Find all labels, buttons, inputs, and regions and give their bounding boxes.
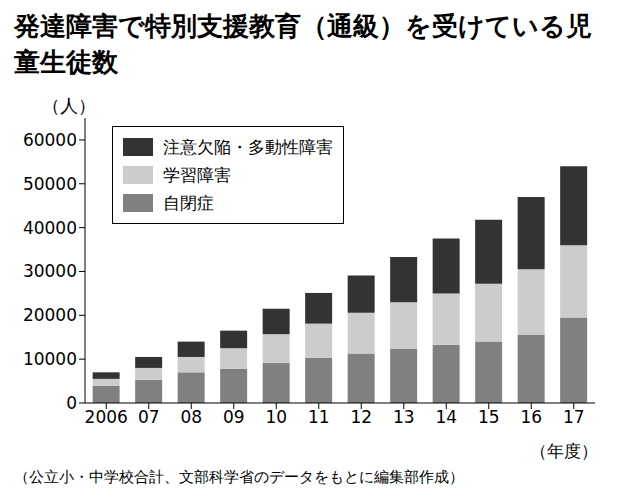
svg-text:30000: 30000 xyxy=(23,261,77,281)
svg-text:50000: 50000 xyxy=(23,174,77,194)
html-text:（人）: （人） xyxy=(42,95,96,116)
svg-text:08: 08 xyxy=(180,407,202,427)
svg-text:15: 15 xyxy=(478,407,500,427)
html-text:（年度）: （年度） xyxy=(530,441,598,461)
svg-text:16: 16 xyxy=(520,407,542,427)
svg-text:0: 0 xyxy=(66,393,77,413)
svg-text:20000: 20000 xyxy=(23,305,77,325)
svg-text:14: 14 xyxy=(435,407,457,427)
svg-text:13: 13 xyxy=(393,407,415,427)
svg-text:10: 10 xyxy=(265,407,287,427)
svg-text:11: 11 xyxy=(308,407,330,427)
html-text:自閉症: 自閉症 xyxy=(163,192,214,213)
svg-text:2006: 2006 xyxy=(85,407,128,427)
svg-text:12: 12 xyxy=(350,407,372,427)
svg-text:40000: 40000 xyxy=(23,218,77,238)
svg-text:17: 17 xyxy=(563,407,585,427)
svg-text:60000: 60000 xyxy=(23,130,77,150)
svg-text:09: 09 xyxy=(223,407,245,427)
html-text:学習障害: 学習障害 xyxy=(163,164,231,185)
html-text:発達障害で特別支援教育（通級）を受けている児童生徒数: 発達障害で特別支援教育（通級）を受けている児童生徒数 xyxy=(14,11,592,77)
svg-text:10000: 10000 xyxy=(23,349,77,369)
svg-text:07: 07 xyxy=(138,407,160,427)
html-text:（公立小・中学校合計、文部科学省のデータをもとに編集部作成）: （公立小・中学校合計、文部科学省のデータをもとに編集部作成） xyxy=(14,468,464,486)
html-text:注意欠陥・多動性障害: 注意欠陥・多動性障害 xyxy=(163,136,333,157)
